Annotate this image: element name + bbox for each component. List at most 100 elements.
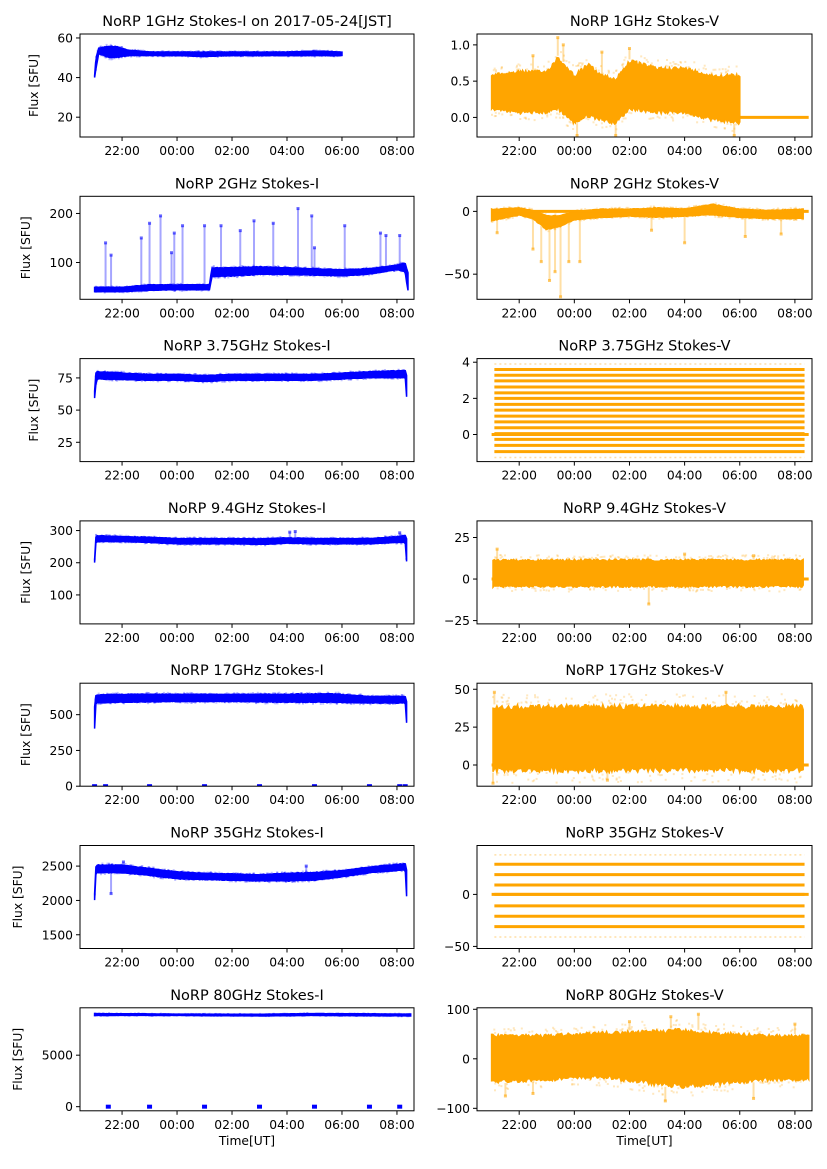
data-point [203, 871, 206, 874]
data-point [680, 61, 682, 64]
data-point [669, 206, 672, 209]
data-point [153, 535, 156, 538]
data-point [555, 116, 558, 119]
data-point [535, 554, 538, 557]
data-point [201, 289, 204, 291]
data-point [390, 377, 393, 380]
data-point [787, 1081, 790, 1084]
data-point [549, 113, 552, 116]
data-point [592, 1025, 595, 1028]
data-point [210, 381, 213, 384]
panel-17ghz-v: 22:00 00:00 02:00 04:00 06:00 08:0002550NoRP … [454, 663, 812, 807]
data-point [328, 1012, 331, 1015]
data-point [206, 56, 209, 59]
data-outlier [561, 43, 565, 47]
data-point [750, 772, 753, 775]
data-point [198, 871, 201, 874]
data-point [675, 693, 678, 696]
data-point [727, 69, 730, 72]
data-point [623, 1081, 626, 1084]
data-point [534, 587, 537, 590]
data-point [102, 693, 105, 696]
data-point [670, 216, 673, 219]
data-point [598, 776, 601, 779]
data-point [204, 536, 206, 539]
data-point [534, 589, 537, 592]
data-point [378, 1015, 381, 1018]
data-outlier [531, 54, 535, 58]
data-point [381, 871, 384, 874]
data-point [728, 217, 731, 220]
data-point [361, 873, 364, 876]
y-tick-label: 0 [462, 758, 470, 772]
data-point [210, 536, 213, 539]
data-point [496, 773, 499, 776]
data-point [686, 114, 689, 117]
data-point [217, 543, 220, 546]
axes-frame [476, 520, 813, 625]
data-point [507, 702, 510, 705]
data-point [238, 1012, 241, 1015]
data-outlier [159, 214, 163, 218]
data-point [547, 701, 549, 704]
data-point [393, 269, 396, 272]
data-point [507, 696, 510, 699]
data-point [302, 379, 305, 382]
data-point [305, 870, 307, 873]
data-point [341, 1012, 344, 1015]
data-point [388, 264, 391, 267]
data-point [492, 696, 494, 699]
data-point [240, 265, 243, 268]
data-point [94, 285, 97, 288]
data-point [147, 702, 150, 705]
data-point [188, 372, 191, 375]
data-point [303, 380, 306, 382]
data-point [665, 206, 668, 209]
data-point [780, 1080, 783, 1083]
data-point [359, 703, 361, 706]
y-tick-label: 0.0 [450, 111, 470, 125]
data-point [385, 271, 388, 273]
data-point [285, 880, 288, 883]
data-point [315, 49, 318, 52]
data-point [340, 876, 343, 879]
data-point [774, 219, 777, 221]
data-point [365, 1015, 368, 1017]
data-point [780, 1083, 783, 1086]
data-point [174, 55, 177, 58]
axes-frame [476, 358, 813, 463]
data-point [252, 379, 255, 382]
data-point [176, 1014, 179, 1017]
data-point [727, 65, 730, 68]
data-point [732, 1024, 735, 1027]
data-point [567, 587, 570, 590]
data-point [741, 217, 743, 220]
data-band [93, 692, 408, 729]
data-point [305, 373, 308, 375]
data-point [143, 283, 146, 286]
data-point [601, 126, 604, 129]
data-point [611, 554, 614, 557]
data-point [199, 543, 202, 546]
axes-frame [79, 520, 415, 625]
data-point [756, 1027, 759, 1030]
data-point [145, 541, 148, 544]
data-point [103, 1014, 105, 1017]
data-point [563, 54, 565, 57]
data-point [365, 378, 367, 380]
data-point [349, 702, 352, 705]
data-point [250, 1015, 253, 1018]
axes-frame [476, 845, 813, 949]
data-point [114, 692, 117, 695]
y-tick-label: 300 [50, 524, 73, 538]
data-point [780, 693, 783, 696]
data-point [267, 872, 270, 875]
data-point [550, 557, 553, 560]
data-point [108, 540, 111, 543]
data-point [511, 781, 514, 784]
data-point [678, 696, 681, 698]
data-point [593, 218, 595, 220]
data-point [210, 381, 213, 384]
data-point [678, 1023, 681, 1026]
